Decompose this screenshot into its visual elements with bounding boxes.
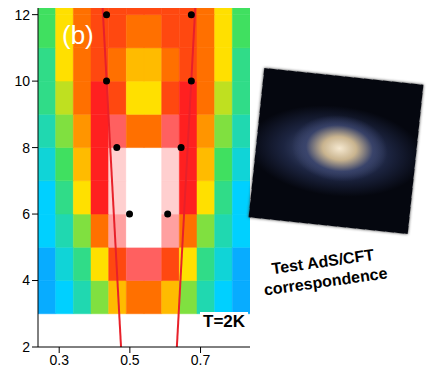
- svg-text:6: 6: [22, 206, 30, 222]
- svg-text:10: 10: [14, 73, 30, 89]
- svg-text:0.3: 0.3: [49, 352, 69, 368]
- svg-text:12: 12: [14, 7, 30, 23]
- svg-text:8: 8: [22, 140, 30, 156]
- svg-text:2: 2: [22, 339, 30, 355]
- svg-text:0.7: 0.7: [191, 352, 211, 368]
- html-text:correspondence: correspondence: [262, 264, 389, 299]
- html-text:T=2K: T=2K: [203, 312, 245, 331]
- svg-text:4: 4: [22, 272, 30, 288]
- html-text:Test AdS/CFT: Test AdS/CFT: [270, 246, 375, 278]
- html-text:(b): (b): [62, 20, 94, 50]
- svg-text:0.5: 0.5: [120, 352, 140, 368]
